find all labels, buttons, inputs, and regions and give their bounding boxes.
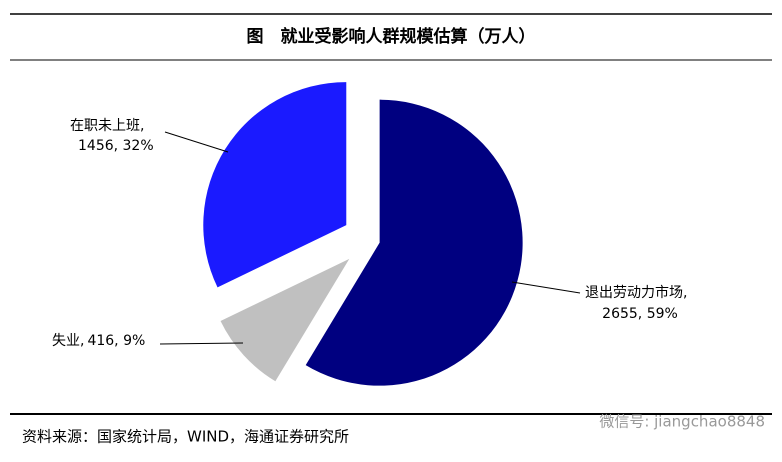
leader-line <box>511 281 581 294</box>
leader-line <box>159 342 244 345</box>
leader-line <box>164 131 229 153</box>
slice-label: 失业, <box>52 333 84 349</box>
watermark: 微信号: jiangchao8848 <box>599 413 765 431</box>
slice-label: 在职未上班, <box>70 118 144 134</box>
source: 资料来源：国家统计局，WIND，海通证券研究所 <box>22 428 349 446</box>
pie-slice <box>220 258 350 382</box>
value-label: 2655, 59% <box>602 306 678 322</box>
value-label: 416, 9% <box>87 333 145 349</box>
chart-title: 图 就业受影响人群规模估算（万人） <box>247 26 536 47</box>
pie-slice <box>305 99 523 386</box>
value-label: 1456, 32% <box>78 138 154 154</box>
pie-slice <box>203 82 347 288</box>
slice-label: 退出劳动力市场, <box>585 284 687 301</box>
